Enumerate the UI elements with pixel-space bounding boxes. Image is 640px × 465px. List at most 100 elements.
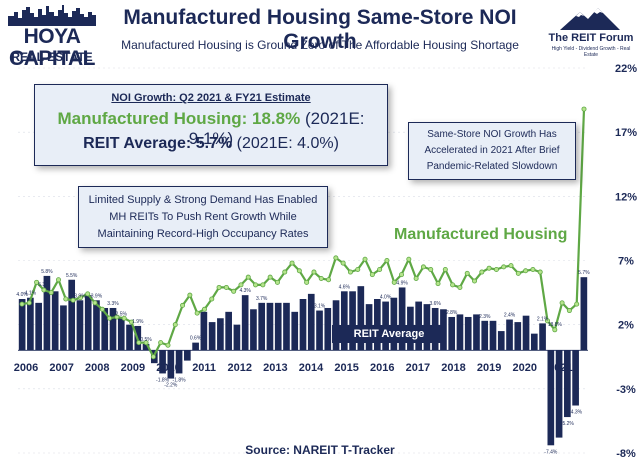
mh-point bbox=[128, 319, 134, 325]
mh-point bbox=[165, 342, 171, 348]
reit-bar bbox=[117, 318, 125, 351]
mh-point bbox=[121, 315, 127, 321]
bar-data-label: 5.8% bbox=[41, 269, 53, 275]
reit-bar bbox=[456, 314, 464, 351]
mh-point bbox=[223, 284, 229, 290]
mh-point bbox=[486, 265, 492, 271]
mh-point bbox=[274, 279, 280, 285]
x-tick-label: 2019 bbox=[477, 362, 501, 374]
mh-point bbox=[566, 308, 572, 314]
y-tick-label: 2% bbox=[618, 320, 634, 332]
mh-point bbox=[85, 291, 91, 297]
reit-bar bbox=[547, 350, 555, 446]
mh-point bbox=[442, 266, 448, 272]
reit-bar bbox=[274, 302, 282, 351]
reit-bar bbox=[101, 307, 109, 351]
x-axis-ticks: 2006 2007 2008 2009 2010 2011 2012 2013 2014 2015… bbox=[14, 362, 573, 374]
bar-data-label: 3.7% bbox=[256, 296, 268, 302]
mh-point bbox=[384, 257, 390, 263]
mh-point bbox=[180, 302, 186, 308]
x-tick-label: 2008 bbox=[85, 362, 109, 374]
mh-point bbox=[515, 270, 521, 276]
supply-demand-note: Limited Supply & Strong Demand Has Enabl… bbox=[78, 186, 328, 248]
bar-data-label: -1.8% bbox=[173, 377, 187, 383]
reit-bar bbox=[283, 302, 290, 351]
x-tick-label: 2015 bbox=[334, 362, 358, 374]
hoya-capital-logo: HOYA CAPITAL REAL ESTATE bbox=[4, 4, 100, 70]
bar-data-label: 1.9% bbox=[132, 319, 144, 325]
reit-bar bbox=[35, 302, 42, 351]
mh-point bbox=[326, 277, 332, 283]
reit-bar bbox=[208, 322, 216, 351]
reit-bar bbox=[60, 305, 67, 351]
mh-point bbox=[333, 255, 339, 261]
mh-point bbox=[340, 260, 346, 266]
bar-data-label: 0.5% bbox=[140, 337, 152, 343]
x-tick-label: 2012 bbox=[228, 362, 252, 374]
bar-data-label: -5.2% bbox=[561, 421, 575, 427]
mh-point bbox=[472, 278, 478, 284]
logo-left-name: HOYA CAPITAL bbox=[9, 25, 95, 70]
reit-bar bbox=[43, 275, 51, 351]
mh-point bbox=[501, 264, 507, 270]
note-left-line: Limited Supply & Strong Demand Has Enabl… bbox=[88, 194, 318, 206]
mh-point bbox=[41, 287, 47, 293]
reit-bar bbox=[307, 293, 315, 351]
reit-bar bbox=[522, 315, 530, 351]
reit-bar bbox=[192, 342, 199, 351]
mh-point bbox=[26, 300, 32, 306]
bar-data-label: 4.6% bbox=[339, 284, 351, 290]
reit-bar bbox=[374, 299, 381, 351]
mountain-logo-icon bbox=[560, 8, 620, 30]
data-labels: 4.0%4.1%5.8%5.5%3.9% 3.9%3.3%2.5%1.9%0.5%… bbox=[16, 269, 590, 455]
reit-bar bbox=[564, 350, 571, 418]
mh-point bbox=[574, 301, 580, 307]
mh-point bbox=[172, 322, 178, 328]
mh-point bbox=[136, 340, 142, 346]
bar-data-label: 4.0% bbox=[16, 292, 28, 298]
x-tick-label: 2007 bbox=[49, 362, 73, 374]
mh-point bbox=[216, 284, 222, 290]
reit-summary: REIT Average: 5.7% (2021E: 4.0%) bbox=[35, 135, 387, 153]
reit-bar bbox=[258, 302, 266, 351]
y-tick-label: 22% bbox=[615, 63, 637, 75]
reit-bar bbox=[390, 297, 398, 351]
bar-data-label: 3.3% bbox=[107, 301, 119, 307]
mh-point bbox=[304, 279, 310, 285]
mh-point bbox=[347, 269, 353, 275]
y-tick-label: 12% bbox=[615, 191, 637, 203]
manufactured-housing-markers bbox=[19, 106, 587, 360]
mh-point bbox=[296, 268, 302, 274]
mh-point bbox=[406, 256, 412, 262]
mh-point bbox=[559, 300, 565, 306]
mh-point bbox=[413, 275, 419, 281]
mh-point bbox=[450, 282, 456, 288]
skyline-logo-icon bbox=[8, 5, 96, 26]
bar-data-label: 0.6% bbox=[190, 336, 202, 342]
logo-left-subname: REAL ESTATE bbox=[11, 50, 93, 64]
y-tick-label: -3% bbox=[616, 384, 636, 396]
note-right-line: Same-Store NOI Growth Has bbox=[427, 129, 557, 140]
y-tick-label: -8% bbox=[616, 448, 636, 460]
mh-point bbox=[289, 260, 295, 266]
bar-data-label: 4.1% bbox=[25, 291, 37, 297]
reit-bar bbox=[514, 322, 522, 351]
reit-bar bbox=[580, 277, 588, 351]
mh-point bbox=[391, 279, 397, 285]
mh-point bbox=[92, 300, 98, 306]
reit-bar bbox=[555, 350, 563, 438]
reit-bar bbox=[506, 319, 513, 351]
mh-point bbox=[399, 272, 405, 278]
mh-point bbox=[537, 269, 543, 275]
reit-bar bbox=[18, 299, 26, 351]
mh-point bbox=[253, 282, 259, 288]
x-tick-label: 2011 bbox=[192, 362, 216, 374]
x-tick-label: 2010 bbox=[156, 362, 180, 374]
mh-point bbox=[187, 292, 193, 298]
mh-point bbox=[508, 263, 514, 269]
reit-bar bbox=[109, 307, 117, 351]
mh-point bbox=[238, 282, 244, 288]
mh-point bbox=[99, 306, 105, 312]
chart-title: Manufactured Housing Same-Store NOI Grow… bbox=[123, 6, 517, 53]
mh-point bbox=[231, 288, 237, 294]
